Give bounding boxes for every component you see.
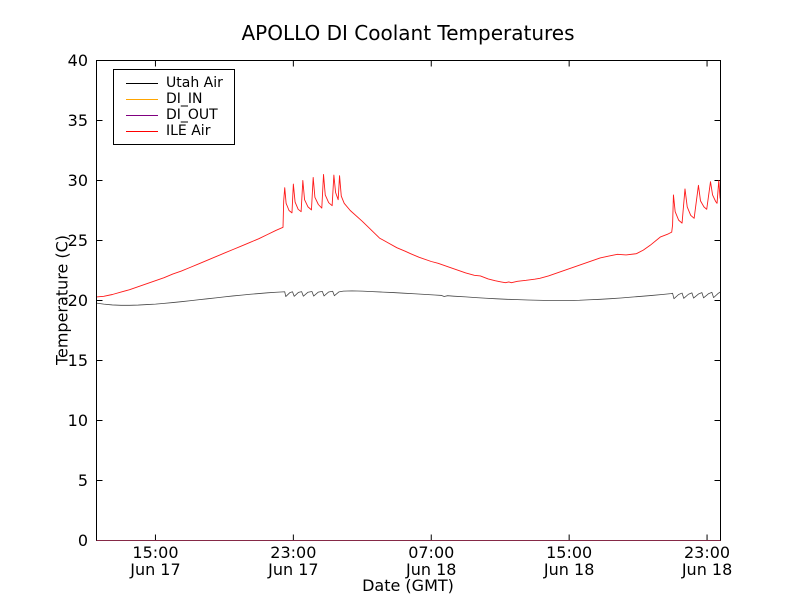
legend-label: Utah Air: [166, 75, 223, 91]
legend-item: Utah Air: [126, 75, 234, 91]
legend-line-swatch: [126, 130, 158, 132]
legend-item: DI_IN: [126, 91, 234, 107]
series-line-utah-air: [96, 290, 721, 306]
y-tick-label: 30: [68, 171, 88, 190]
y-tick-label: 10: [68, 411, 88, 430]
y-tick-label: 15: [68, 351, 88, 370]
legend-label: ILE Air: [166, 123, 211, 139]
x-tick-date: Jun 17: [267, 560, 318, 579]
series-line-ile-air: [96, 174, 721, 298]
y-tick-label: 0: [78, 531, 88, 550]
x-tick-time: 15:00: [546, 543, 592, 562]
x-tick-date: Jun 18: [405, 560, 456, 579]
y-tick-label: 20: [68, 291, 88, 310]
chart-title: APOLLO DI Coolant Temperatures: [241, 21, 575, 45]
y-tick-label: 35: [68, 111, 88, 130]
x-tick-time: 23:00: [684, 543, 730, 562]
legend-item: DI_OUT: [126, 107, 234, 123]
x-tick-date: Jun 18: [543, 560, 594, 579]
x-tick-time: 15:00: [132, 543, 178, 562]
x-axis-label: Date (GMT): [362, 576, 454, 595]
legend-label: DI_IN: [166, 91, 203, 107]
series-layer: [96, 174, 721, 541]
x-tick-time: 23:00: [270, 543, 316, 562]
x-tick-date: Jun 18: [681, 560, 732, 579]
legend-line-swatch: [126, 82, 158, 84]
legend: Utah Air DI_IN DI_OUT ILE Air: [113, 69, 235, 145]
legend-line-swatch: [126, 114, 158, 116]
x-tick-date: Jun 17: [129, 560, 180, 579]
legend-label: DI_OUT: [166, 107, 218, 123]
legend-line-swatch: [126, 98, 158, 100]
x-tick-time: 07:00: [408, 543, 454, 562]
legend-item: ILE Air: [126, 123, 234, 139]
y-tick-label: 5: [78, 471, 88, 490]
y-tick-label: 40: [68, 51, 88, 70]
y-tick-label: 25: [68, 231, 88, 250]
